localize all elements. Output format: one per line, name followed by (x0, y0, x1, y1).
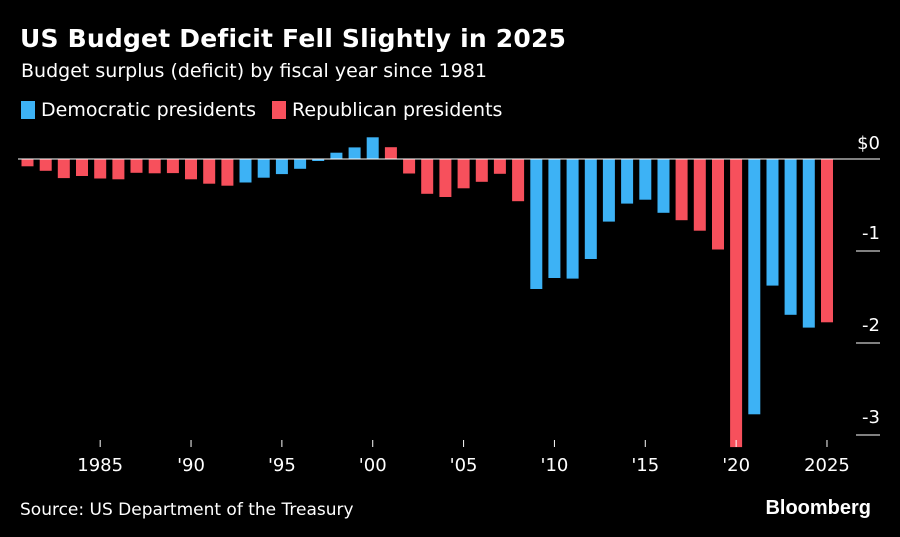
bar-1994 (257, 159, 270, 178)
bar-2020 (730, 159, 743, 448)
bar-2021 (748, 159, 761, 415)
source-note: Source: US Department of the Treasury (20, 500, 354, 520)
bar-1999 (348, 147, 361, 159)
bar-2023 (784, 159, 797, 315)
legend-label-democratic: Democratic presidents (41, 99, 257, 121)
bar-1989 (166, 159, 179, 174)
bar-2000 (366, 137, 379, 159)
legend-swatch-democratic (21, 101, 35, 119)
x-tick-label: '00 (359, 455, 387, 476)
bar-2016 (657, 159, 670, 213)
bar-2017 (675, 159, 688, 221)
y-tick-label: -3 (862, 407, 880, 428)
bar-1983 (57, 159, 70, 179)
bar-1986 (112, 159, 125, 180)
bar-1992 (221, 159, 234, 186)
x-tick-label: '10 (541, 455, 569, 476)
legend-item-democratic: Democratic presidents (21, 99, 256, 121)
bar-2001 (384, 147, 397, 159)
bar-1984 (76, 159, 88, 176)
bar-2005 (457, 159, 470, 189)
x-tick-label: '20 (722, 455, 750, 476)
bars-group (21, 137, 833, 448)
bar-2025 (821, 159, 833, 323)
x-tick-label: '15 (631, 455, 659, 476)
brand-logo: Bloomberg (765, 497, 871, 519)
bar-1981 (21, 159, 34, 167)
bar-1990 (185, 159, 197, 180)
x-tick-label: 2025 (804, 455, 850, 476)
bar-1987 (130, 159, 143, 173)
legend-label-republican: Republican presidents (292, 99, 503, 121)
legend: Democratic presidents Republican preside… (21, 99, 518, 121)
bar-2011 (566, 159, 579, 279)
bar-1997 (312, 159, 325, 161)
bar-2018 (693, 159, 706, 231)
bar-1993 (239, 159, 252, 183)
bar-2019 (712, 159, 724, 250)
bar-2009 (530, 159, 543, 289)
bar-2004 (439, 159, 452, 197)
y-tick-label: -1 (862, 223, 880, 244)
bar-1982 (39, 159, 52, 171)
y-tick-label: $0 (857, 133, 880, 154)
x-tick-label: 1985 (77, 455, 123, 476)
bar-2006 (475, 159, 488, 182)
x-tick-label: '90 (177, 455, 205, 476)
bar-1985 (94, 159, 107, 179)
bar-2014 (621, 159, 634, 204)
bar-2003 (421, 159, 434, 194)
legend-item-republican: Republican presidents (272, 99, 502, 121)
axis-group: $0 -1 -2 -3 1985 '90 '95 '00 '05 '10 '15 '20 2025 (18, 133, 880, 476)
bar-1988 (148, 159, 161, 174)
chart-subtitle: Budget surplus (deficit) by fiscal year … (21, 60, 488, 82)
bar-2015 (639, 159, 652, 200)
bar-2010 (548, 159, 561, 278)
bar-2013 (602, 159, 615, 222)
bar-2002 (403, 159, 416, 174)
x-tick-label: '95 (268, 455, 296, 476)
bar-1991 (203, 159, 216, 184)
bar-1998 (330, 152, 343, 159)
y-tick-label: -2 (862, 315, 880, 336)
bar-2008 (512, 159, 525, 202)
legend-swatch-republican (272, 101, 287, 119)
bar-2022 (766, 159, 779, 286)
chart-title: US Budget Deficit Fell Slightly in 2025 (20, 24, 567, 53)
bar-1995 (275, 159, 288, 175)
bar-2024 (802, 159, 815, 328)
bar-2012 (584, 159, 597, 259)
x-tick-label: '05 (450, 455, 478, 476)
bar-1996 (294, 159, 307, 169)
bar-2007 (493, 159, 506, 174)
